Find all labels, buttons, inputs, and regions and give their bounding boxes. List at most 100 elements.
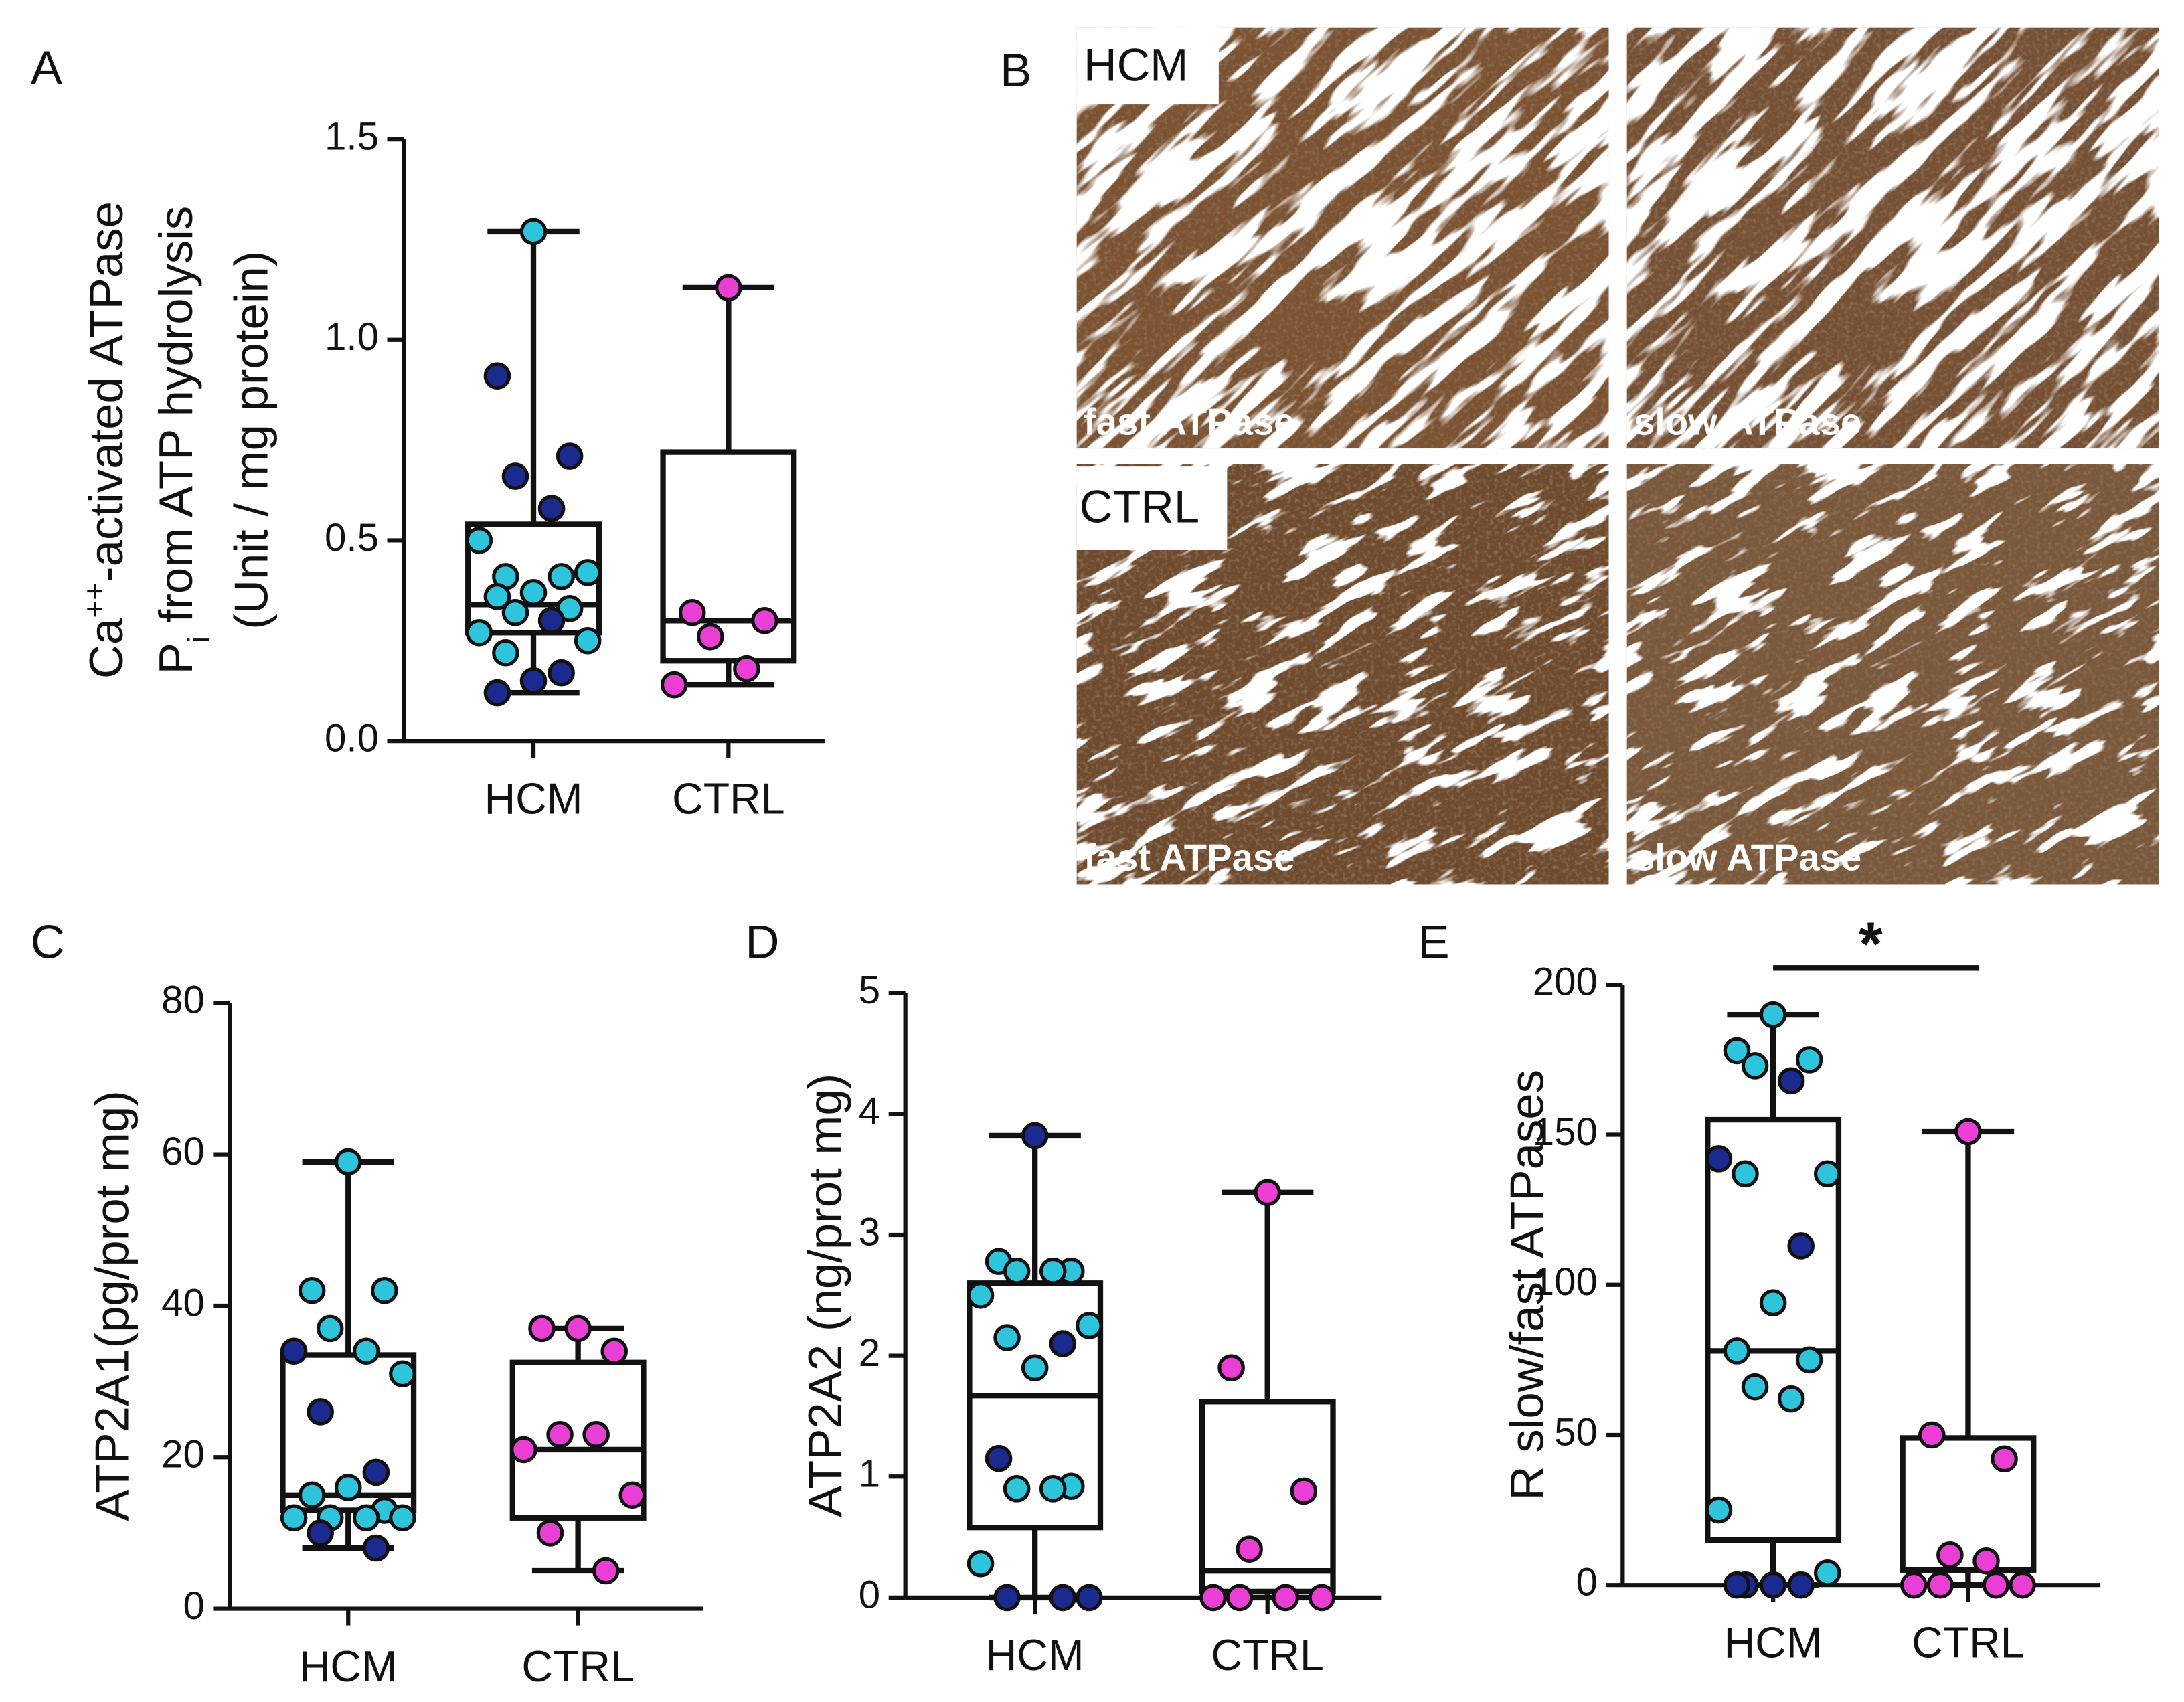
y-tick-label: 2 xyxy=(859,1331,880,1375)
y-axis-label: ATP2A2 (ng/prot mg) xyxy=(799,1074,851,1517)
data-point xyxy=(1076,1312,1103,1339)
y-tick-label: 0.5 xyxy=(325,516,379,560)
y-tick-label: 0 xyxy=(183,1584,205,1628)
box xyxy=(1199,1399,1336,1595)
data-point xyxy=(564,1314,592,1343)
data-point xyxy=(751,607,778,634)
data-point xyxy=(592,1557,620,1585)
data-point xyxy=(1759,1289,1787,1316)
y-tick-label: 0 xyxy=(859,1573,880,1616)
y-axis-label-part: R slow/fast ATPases xyxy=(1501,1070,1553,1501)
x-tick-label: CTRL xyxy=(1912,1618,2024,1667)
image-caption: slow ATPase xyxy=(1634,837,1861,879)
data-point xyxy=(519,579,548,606)
image-caption: slow ATPase xyxy=(1634,400,1861,442)
y-tick-label: 200 xyxy=(1533,960,1598,1004)
y-tick-label: 40 xyxy=(161,1281,205,1325)
data-point xyxy=(1777,1067,1805,1095)
data-point xyxy=(1308,1584,1336,1612)
y-axis-label-part: from ATP hydrolysis xyxy=(149,206,202,636)
data-point xyxy=(1039,1475,1067,1503)
box xyxy=(967,1280,1104,1531)
data-point xyxy=(556,442,584,470)
y-axis-label: R slow/fast ATPases xyxy=(1501,1070,1553,1501)
data-point xyxy=(1732,1160,1759,1188)
data-point xyxy=(280,1504,308,1532)
data-point xyxy=(1076,1584,1103,1612)
y-axis-label-part: i xyxy=(181,636,216,643)
data-point xyxy=(1723,1571,1751,1599)
data-point xyxy=(546,1421,574,1448)
box xyxy=(280,1352,417,1513)
data-point xyxy=(536,1519,564,1547)
data-point xyxy=(519,667,548,695)
data-point xyxy=(316,1314,344,1343)
row-label-box xyxy=(1076,27,1219,105)
data-point xyxy=(1003,1257,1031,1285)
panel-letter: B xyxy=(1000,44,1031,96)
data-point xyxy=(501,599,529,626)
data-point xyxy=(993,1324,1021,1351)
y-tick-label: 20 xyxy=(161,1433,205,1476)
data-point xyxy=(967,1550,995,1578)
data-point xyxy=(1236,1535,1263,1563)
data-point xyxy=(353,1504,380,1532)
y-axis-label-part: -activated ATPase xyxy=(80,201,133,582)
y-tick-label: 5 xyxy=(859,968,880,1012)
x-tick-label: HCM xyxy=(1724,1618,1823,1667)
data-point xyxy=(371,1277,398,1304)
data-point xyxy=(1003,1475,1031,1503)
data-point xyxy=(678,599,706,626)
data-point xyxy=(1787,1571,1815,1599)
data-point xyxy=(334,1148,362,1176)
data-point xyxy=(1039,1257,1067,1285)
data-point xyxy=(1936,1541,1964,1569)
data-point xyxy=(548,659,575,687)
data-point xyxy=(1021,1354,1049,1382)
data-point xyxy=(2009,1571,2036,1599)
data-point xyxy=(1723,1037,1751,1065)
data-point xyxy=(528,1314,556,1343)
data-point xyxy=(1290,1477,1318,1505)
x-tick-label: CTRL xyxy=(1211,1631,1323,1679)
data-point xyxy=(574,626,602,655)
data-point xyxy=(993,1584,1021,1612)
data-point xyxy=(1272,1584,1300,1612)
data-point xyxy=(1741,1052,1769,1080)
data-point xyxy=(465,527,493,554)
data-point xyxy=(519,218,548,246)
data-point xyxy=(1795,1046,1823,1074)
data-point xyxy=(537,607,566,634)
panel-letter: D xyxy=(745,916,779,968)
data-point xyxy=(1991,1445,2018,1473)
data-point xyxy=(492,639,519,667)
data-point xyxy=(1900,1571,1928,1599)
micrograph xyxy=(1076,463,1609,885)
x-tick-label: CTRL xyxy=(672,774,784,823)
box xyxy=(1705,1116,1842,1543)
y-tick-label: 1 xyxy=(859,1452,880,1496)
data-point xyxy=(1813,1160,1841,1188)
data-point xyxy=(548,563,575,590)
data-point xyxy=(967,1282,995,1309)
data-point xyxy=(1813,1559,1841,1587)
x-tick-label: HCM xyxy=(299,1642,398,1691)
data-point xyxy=(1759,1001,1787,1029)
data-point xyxy=(574,559,602,586)
micrograph xyxy=(1626,27,2159,449)
data-point xyxy=(985,1444,1013,1472)
box xyxy=(660,449,797,664)
data-point xyxy=(1759,1571,1787,1599)
data-point xyxy=(1787,1232,1815,1260)
data-point xyxy=(1199,1584,1227,1612)
data-point xyxy=(1926,1571,1954,1599)
y-axis-label-part: ATP2A2 (ng/prot mg) xyxy=(799,1074,851,1517)
data-point xyxy=(1972,1547,2000,1575)
data-point xyxy=(501,462,529,490)
data-point xyxy=(298,1277,326,1304)
panel-letter: E xyxy=(1418,916,1449,968)
x-tick-label: CTRL xyxy=(521,1642,634,1691)
data-point xyxy=(1217,1354,1245,1382)
y-axis-label-part: (Unit / mg protein) xyxy=(225,251,278,630)
